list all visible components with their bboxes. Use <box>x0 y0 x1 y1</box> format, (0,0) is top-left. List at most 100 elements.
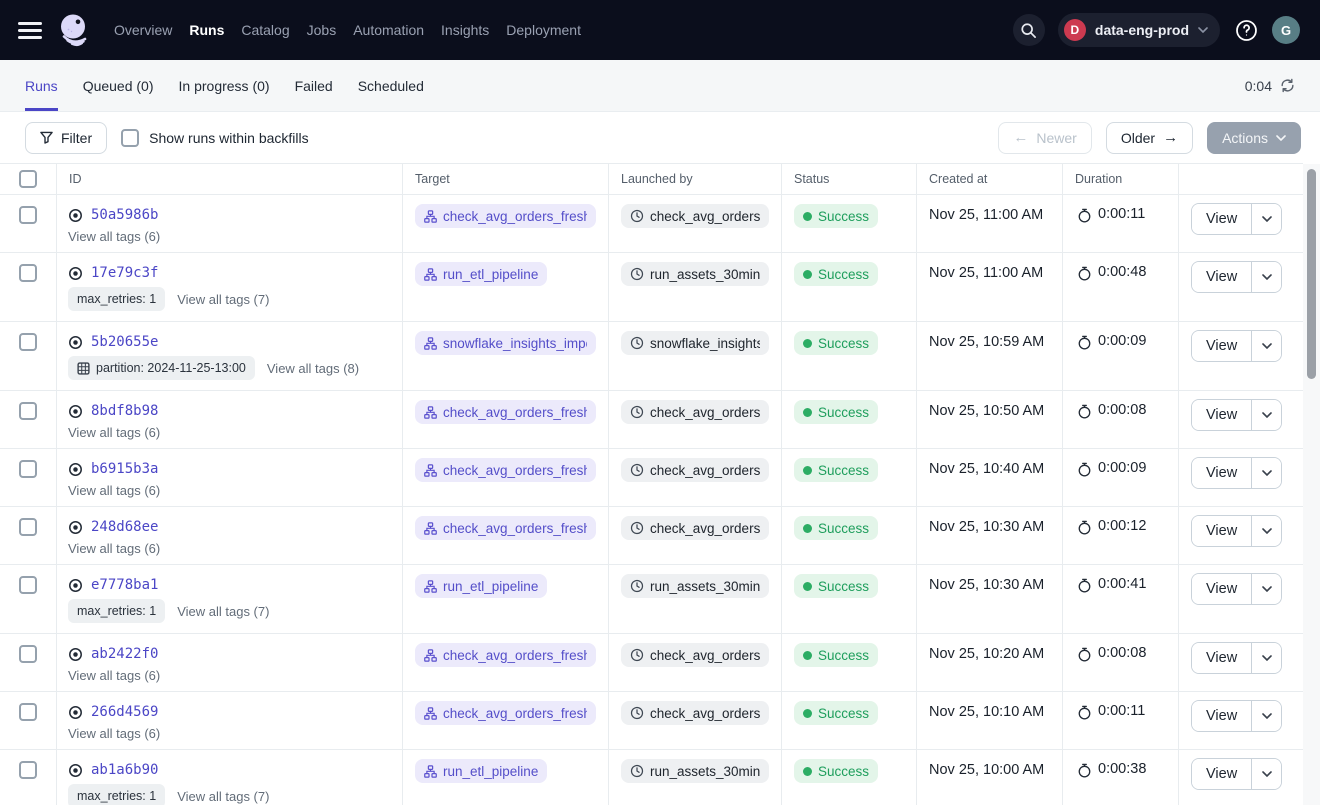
view-dropdown-button[interactable] <box>1251 458 1282 488</box>
show-backfills-checkbox[interactable] <box>121 128 140 147</box>
view-all-tags-link[interactable]: View all tags (7) <box>177 603 270 619</box>
target-pill[interactable]: check_avg_orders_freshne <box>415 516 596 540</box>
view-button[interactable]: View <box>1192 574 1252 604</box>
nav-item-overview[interactable]: Overview <box>114 22 173 38</box>
help-button[interactable] <box>1233 17 1259 43</box>
view-all-tags-link[interactable]: View all tags (8) <box>266 360 360 376</box>
launched-by-pill[interactable]: run_assets_30min <box>621 262 769 286</box>
nav-item-runs[interactable]: Runs <box>189 22 225 38</box>
view-button[interactable]: View <box>1192 458 1252 488</box>
row-checkbox[interactable] <box>19 264 37 282</box>
launched-by-pill[interactable]: check_avg_orders_f… <box>621 643 769 667</box>
view-dropdown-button[interactable] <box>1251 204 1282 234</box>
newer-button[interactable]: ← Newer <box>998 121 1092 154</box>
run-tag-pill[interactable]: max_retries: 1 <box>68 287 166 311</box>
run-tag-pill[interactable]: max_retries: 1 <box>68 599 166 623</box>
view-dropdown-button[interactable] <box>1251 262 1282 292</box>
launched-by-pill[interactable]: run_assets_30min <box>621 574 769 598</box>
run-tag-pill[interactable]: partition: 2024-11-25-13:00 <box>68 356 255 380</box>
view-dropdown-button[interactable] <box>1251 701 1282 731</box>
view-dropdown-button[interactable] <box>1251 759 1282 789</box>
row-checkbox[interactable] <box>19 333 37 351</box>
run-id-link[interactable]: 5b20655e <box>91 334 159 350</box>
target-pill[interactable]: run_etl_pipeline <box>415 262 548 286</box>
row-checkbox[interactable] <box>19 703 37 721</box>
target-pill[interactable]: check_avg_orders_freshne <box>415 701 596 725</box>
nav-item-insights[interactable]: Insights <box>441 22 490 38</box>
view-button[interactable]: View <box>1192 701 1252 731</box>
select-all-checkbox[interactable] <box>19 170 37 188</box>
target-pill[interactable]: snowflake_insights_import <box>415 331 596 355</box>
view-dropdown-button[interactable] <box>1251 643 1282 673</box>
launched-by-pill[interactable]: check_avg_orders_f… <box>621 204 769 228</box>
nav-item-deployment[interactable]: Deployment <box>506 22 581 38</box>
row-checkbox[interactable] <box>19 761 37 779</box>
view-all-tags-link[interactable]: View all tags (7) <box>177 788 270 804</box>
target-pill[interactable]: run_etl_pipeline <box>415 574 548 598</box>
run-id-link[interactable]: b6915b3a <box>91 461 159 477</box>
row-checkbox[interactable] <box>19 460 37 478</box>
view-all-tags-link[interactable]: View all tags (6) <box>68 541 161 556</box>
older-button[interactable]: Older → <box>1105 121 1194 154</box>
scrollbar-thumb[interactable] <box>1307 169 1316 379</box>
run-id-link[interactable]: 248d68ee <box>91 519 159 535</box>
row-checkbox[interactable] <box>19 518 37 536</box>
scrollbar-track[interactable] <box>1303 164 1320 805</box>
view-dropdown-button[interactable] <box>1251 574 1282 604</box>
run-id-link[interactable]: ab1a6b90 <box>91 762 159 778</box>
actions-button[interactable]: Actions <box>1207 121 1301 154</box>
target-pill[interactable]: check_avg_orders_freshne <box>415 643 596 667</box>
row-checkbox[interactable] <box>19 645 37 663</box>
view-button[interactable]: View <box>1192 759 1252 789</box>
row-checkbox[interactable] <box>19 206 37 224</box>
view-all-tags-link[interactable]: View all tags (6) <box>68 425 161 440</box>
view-all-tags-link[interactable]: View all tags (6) <box>68 229 161 244</box>
run-id-link[interactable]: ab2422f0 <box>91 646 159 662</box>
run-id-link[interactable]: 17e79c3f <box>91 265 159 281</box>
filter-button[interactable]: Filter <box>25 121 108 154</box>
view-button[interactable]: View <box>1192 516 1252 546</box>
launched-by-pill[interactable]: check_avg_orders_f… <box>621 516 769 540</box>
run-id-link[interactable]: 50a5986b <box>91 207 159 223</box>
target-pill[interactable]: check_avg_orders_freshne <box>415 458 596 482</box>
launched-by-pill[interactable]: check_avg_orders_f… <box>621 400 769 424</box>
tab-scheduled[interactable]: Scheduled <box>357 77 424 94</box>
launched-by-pill[interactable]: check_avg_orders_f… <box>621 458 769 482</box>
hamburger-menu-icon[interactable] <box>18 21 42 39</box>
view-dropdown-button[interactable] <box>1251 331 1282 361</box>
tab-runs[interactable]: Runs <box>25 60 58 111</box>
row-checkbox[interactable] <box>19 402 37 420</box>
run-id-link[interactable]: 8bdf8b98 <box>91 403 159 419</box>
view-button[interactable]: View <box>1192 400 1252 430</box>
view-button[interactable]: View <box>1192 204 1252 234</box>
view-button[interactable]: View <box>1192 262 1252 292</box>
view-all-tags-link[interactable]: View all tags (6) <box>68 726 161 741</box>
refresh-icon[interactable] <box>1280 78 1295 93</box>
nav-item-automation[interactable]: Automation <box>353 22 425 38</box>
launched-by-pill[interactable]: run_assets_30min <box>621 759 769 783</box>
run-tag-pill[interactable]: max_retries: 1 <box>68 784 166 805</box>
workspace-switcher[interactable]: D data-eng-prod <box>1057 13 1220 47</box>
tab-in-progress-0[interactable]: In progress (0) <box>178 77 270 94</box>
tab-queued-0[interactable]: Queued (0) <box>82 77 154 94</box>
launched-by-pill[interactable]: check_avg_orders_f… <box>621 701 769 725</box>
search-button[interactable] <box>1012 14 1045 46</box>
dagster-logo-icon[interactable] <box>58 13 92 47</box>
view-all-tags-link[interactable]: View all tags (6) <box>68 668 161 683</box>
target-pill[interactable]: check_avg_orders_freshne <box>415 204 596 228</box>
user-avatar[interactable]: G <box>1272 16 1300 44</box>
view-dropdown-button[interactable] <box>1251 516 1282 546</box>
target-pill[interactable]: run_etl_pipeline <box>415 759 548 783</box>
view-dropdown-button[interactable] <box>1251 400 1282 430</box>
nav-item-catalog[interactable]: Catalog <box>241 22 290 38</box>
tab-failed[interactable]: Failed <box>294 77 333 94</box>
run-id-link[interactable]: 266d4569 <box>91 704 159 720</box>
view-button[interactable]: View <box>1192 643 1252 673</box>
target-pill[interactable]: check_avg_orders_freshne <box>415 400 596 424</box>
run-id-link[interactable]: e7778ba1 <box>91 577 159 593</box>
launched-by-pill[interactable]: snowflake_insights_… <box>621 331 769 355</box>
view-all-tags-link[interactable]: View all tags (7) <box>177 291 270 307</box>
row-checkbox[interactable] <box>19 576 37 594</box>
nav-item-jobs[interactable]: Jobs <box>306 22 337 38</box>
view-button[interactable]: View <box>1192 331 1252 361</box>
